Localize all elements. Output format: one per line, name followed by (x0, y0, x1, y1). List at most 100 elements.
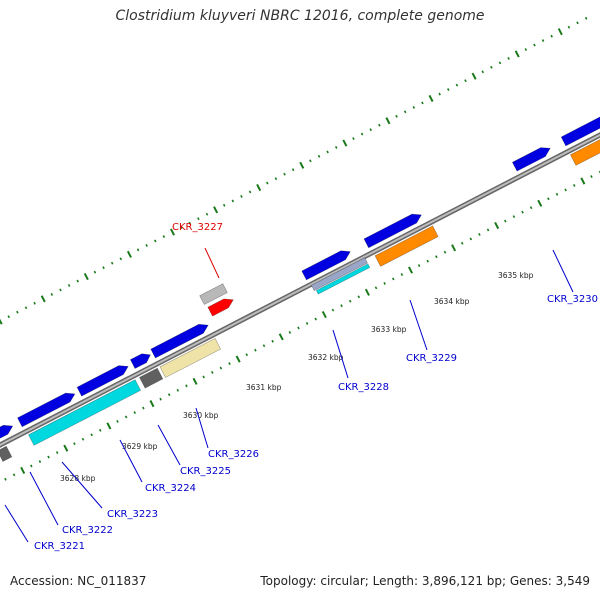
inner-tick-track (494, 221, 500, 230)
inner-tick-track (521, 210, 524, 214)
outer-tick-track (326, 150, 329, 154)
inner-tick-track (321, 311, 327, 319)
inner-tick-track (106, 422, 112, 430)
gene-box-cyan (28, 379, 142, 446)
gene-label-ckr-3230[interactable]: CKR_3230 (547, 294, 598, 305)
outer-tick-track (40, 295, 46, 303)
gene-label-leader (157, 424, 181, 466)
outer-tick-track (248, 190, 252, 194)
gene-label-ckr-3229[interactable]: CKR_3229 (406, 353, 457, 364)
inner-tick-track (288, 330, 292, 334)
gene-label-ckr-3228[interactable]: CKR_3228 (338, 382, 389, 393)
outer-tick-track (421, 101, 424, 105)
inner-tick-track (12, 473, 16, 477)
inner-tick-track (529, 206, 533, 210)
inner-tick-track (486, 228, 490, 232)
outer-tick-track (283, 172, 286, 176)
outer-tick-track (557, 28, 563, 36)
gene-arrow-forward (363, 213, 422, 249)
gene-label-leader (409, 299, 428, 351)
inner-tick-track (63, 444, 69, 452)
outer-tick-track (481, 70, 485, 74)
outer-tick-track (256, 183, 262, 192)
outer-tick-track (7, 315, 11, 319)
gene-label-leader (195, 407, 209, 449)
gene-label-ckr-3226[interactable]: CKR_3226 (208, 449, 259, 460)
inner-tick-track (331, 308, 335, 312)
inner-tick-track (460, 241, 464, 245)
gene-box-orange (569, 139, 600, 166)
inner-tick-track (38, 460, 42, 463)
kbp-tick-label: 3632 kbp (308, 353, 344, 362)
gene-arrow-forward (0, 424, 14, 439)
inner-tick-track (219, 366, 223, 370)
gene-box-gray (0, 445, 13, 462)
gene-label-ckr-3223[interactable]: CKR_3223 (107, 509, 158, 520)
inner-tick-track (400, 273, 404, 276)
outer-tick-track (514, 50, 520, 58)
inner-tick-track (254, 348, 257, 352)
inner-tick-track (340, 304, 343, 308)
inner-tick-track (357, 295, 361, 299)
outer-tick-track (550, 34, 553, 38)
outer-tick-track (50, 292, 54, 296)
gene-label-ckr-3224[interactable]: CKR_3224 (145, 483, 196, 494)
outer-tick-track (76, 279, 79, 283)
outer-tick-track (334, 146, 338, 149)
accession-text: Accession: NC_011837 (10, 574, 147, 588)
gene-label-leader (204, 247, 220, 279)
gene-label-ckr-3227[interactable]: CKR_3227 (172, 222, 223, 233)
outer-tick-track (266, 181, 269, 185)
outer-tick-track (33, 301, 36, 305)
inner-tick-track (435, 255, 438, 259)
outer-tick-track (403, 110, 407, 114)
gene-arrow-forward (129, 353, 151, 369)
gene-label-leader (4, 504, 29, 543)
outer-tick-track (0, 318, 3, 325)
gene-label-ckr-3221[interactable]: CKR_3221 (34, 541, 85, 552)
kbp-tick-label: 3635 kbp (498, 271, 534, 280)
inner-tick-track (580, 177, 586, 185)
inner-tick-track (98, 428, 102, 432)
inner-tick-track (443, 250, 447, 254)
gene-box-gray (139, 367, 164, 389)
kbp-tick-label: 3631 kbp (246, 383, 282, 392)
outer-tick-track (291, 168, 295, 172)
inner-tick-track (547, 197, 550, 201)
outer-tick-track (342, 139, 348, 147)
outer-tick-track (93, 270, 97, 274)
outer-tick-track (188, 221, 191, 225)
inner-tick-track (305, 322, 309, 325)
outer-tick-track (231, 199, 235, 203)
inner-tick-track (572, 184, 576, 187)
gene-box-orange (374, 225, 439, 267)
inner-tick-track (262, 344, 266, 348)
gene-box-slate (310, 257, 368, 292)
inner-tick-track (142, 406, 145, 410)
outer-tick-track (507, 56, 510, 60)
inner-tick-track (469, 237, 473, 241)
outer-tick-track (412, 105, 416, 109)
kbp-tick-label: 3628 kbp (60, 474, 96, 483)
inner-tick-track (159, 397, 162, 401)
outer-tick-track (67, 284, 71, 287)
outer-tick-track (102, 266, 105, 270)
inner-tick-track (116, 420, 119, 423)
outer-tick-track (498, 61, 502, 65)
inner-tick-track (211, 371, 214, 374)
outer-tick-track (533, 43, 536, 47)
inner-tick-track (364, 288, 370, 296)
outer-tick-track (136, 248, 140, 252)
inner-tick-track (81, 437, 85, 441)
outer-tick-track (197, 217, 200, 221)
inner-tick-track (90, 433, 93, 437)
inner-tick-track (176, 388, 180, 392)
outer-tick-track (438, 92, 441, 96)
gene-label-ckr-3222[interactable]: CKR_3222 (62, 525, 113, 536)
outer-tick-track (83, 273, 89, 281)
inner-tick-track (392, 277, 395, 281)
gene-label-leader (552, 249, 574, 293)
kbp-tick-label: 3634 kbp (434, 297, 470, 306)
gene-label-ckr-3225[interactable]: CKR_3225 (180, 466, 231, 477)
